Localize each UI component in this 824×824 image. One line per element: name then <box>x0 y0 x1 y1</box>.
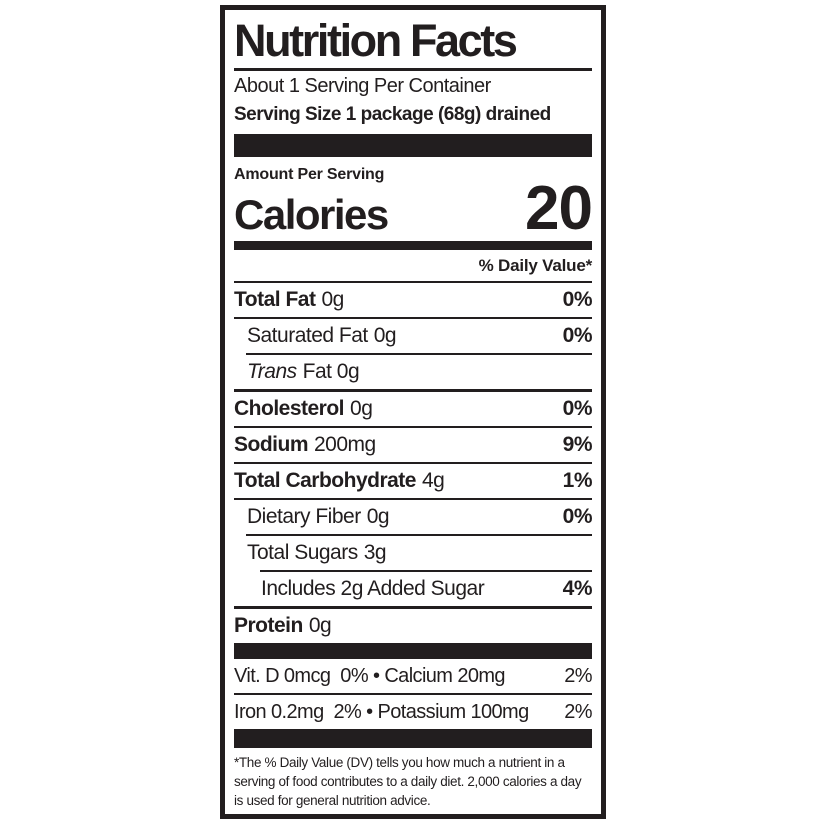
nutrient-dv: 0% <box>562 397 593 421</box>
micronutrient-text: Iron 0.2mg 2% • Potassium 100mg <box>234 700 529 723</box>
divider-rule <box>234 426 592 429</box>
nutrient-name: Total Sugars 3g <box>247 541 387 565</box>
nutrient-row-protein: Protein 0g <box>234 609 592 643</box>
title-divider-rule <box>234 68 592 72</box>
micronutrient-dv: 2% <box>564 700 592 723</box>
divider-rule <box>246 353 592 356</box>
nutrient-amount: 0g <box>373 324 397 348</box>
nutrient-name: Protein 0g <box>234 614 332 638</box>
amount-per-serving-label: Amount Per Serving <box>234 166 385 184</box>
nutrient-row-added-sugar: Includes 2g Added Sugar 4% <box>234 572 593 606</box>
nutrient-amount: 0g <box>366 505 390 529</box>
divider-rule <box>246 534 592 537</box>
nutrient-name: Cholesterol 0g <box>234 397 373 421</box>
divider-rule <box>234 606 592 610</box>
section-divider-bar <box>234 729 592 749</box>
nutrient-row-sodium: Sodium 200mg 9% <box>234 428 593 462</box>
nutrient-name: Sodium 200mg <box>234 433 376 457</box>
nutrient-dv: 0% <box>562 288 593 312</box>
nutrient-name: Total Fat 0g <box>234 288 344 312</box>
micronutrient-row-vitd-calcium: Vit. D 0mcg 0% • Calcium 20mg 2% <box>234 659 593 693</box>
nutrient-amount: 3g <box>363 541 387 565</box>
divider-rule <box>234 317 592 320</box>
nutrient-row-total-carbohydrate: Total Carbohydrate 4g 1% <box>234 464 593 498</box>
divider-rule <box>234 462 592 465</box>
nutrient-row-total-fat: Total Fat 0g 0% <box>234 283 593 317</box>
micronutrient-text: Vit. D 0mcg 0% • Calcium 20mg <box>234 664 506 687</box>
daily-value-header: % Daily Value* <box>478 256 593 276</box>
nutrient-dv: 1% <box>562 469 593 493</box>
nutrient-amount: 0g <box>308 614 332 638</box>
divider-rule <box>234 389 592 393</box>
nutrient-name: Dietary Fiber 0g <box>247 505 390 529</box>
nutrient-row-cholesterol: Cholesterol 0g 0% <box>234 392 593 426</box>
micronutrient-row-iron-potassium: Iron 0.2mg 2% • Potassium 100mg 2% <box>234 695 593 729</box>
calories-value: 20 <box>525 173 593 243</box>
section-divider-bar <box>234 241 592 251</box>
nutrient-row-saturated-fat: Saturated Fat 0g 0% <box>234 319 593 353</box>
section-divider-bar <box>234 643 592 660</box>
nutrient-dv: 4% <box>562 577 593 601</box>
nutrient-name: Trans Fat 0g <box>247 360 360 384</box>
calories-label: Calories <box>234 190 389 238</box>
divider-rule <box>234 498 592 501</box>
divider-rule <box>234 693 592 696</box>
serving-size: Serving Size 1 package (68g) drained <box>234 104 551 126</box>
divider-rule <box>260 570 592 573</box>
nutrient-amount: Fat 0g <box>302 360 360 384</box>
nutrient-row-total-sugars: Total Sugars 3g <box>234 536 592 570</box>
nutrient-amount: 0g <box>350 397 373 421</box>
daily-value-footnote: *The % Daily Value (DV) tells you how mu… <box>234 755 582 809</box>
divider-rule <box>234 281 592 284</box>
nutrient-name: Saturated Fat 0g <box>247 324 397 348</box>
nutrient-amount: 200mg <box>314 433 376 457</box>
nutrient-amount: 4g <box>421 469 445 493</box>
nutrient-amount: 0g <box>321 288 344 312</box>
nutrient-row-trans-fat: Trans Fat 0g <box>234 355 592 389</box>
servings-per-container: About 1 Serving Per Container <box>234 75 491 98</box>
nutrient-name: Includes 2g Added Sugar <box>261 577 485 601</box>
calories-row: Calories 20 <box>234 173 593 243</box>
nutrient-dv: 0% <box>562 505 593 529</box>
micronutrient-dv: 2% <box>564 664 592 687</box>
nutrient-dv: 9% <box>562 433 593 457</box>
nutrient-name: Total Carbohydrate 4g <box>234 469 445 493</box>
nutrient-dv: 0% <box>562 324 593 348</box>
nutrient-row-dietary-fiber: Dietary Fiber 0g 0% <box>234 500 593 534</box>
label-title: Nutrition Facts <box>234 15 518 66</box>
nutrition-facts-label: Nutrition Facts About 1 Serving Per Cont… <box>220 5 606 819</box>
section-divider-bar <box>234 134 592 158</box>
